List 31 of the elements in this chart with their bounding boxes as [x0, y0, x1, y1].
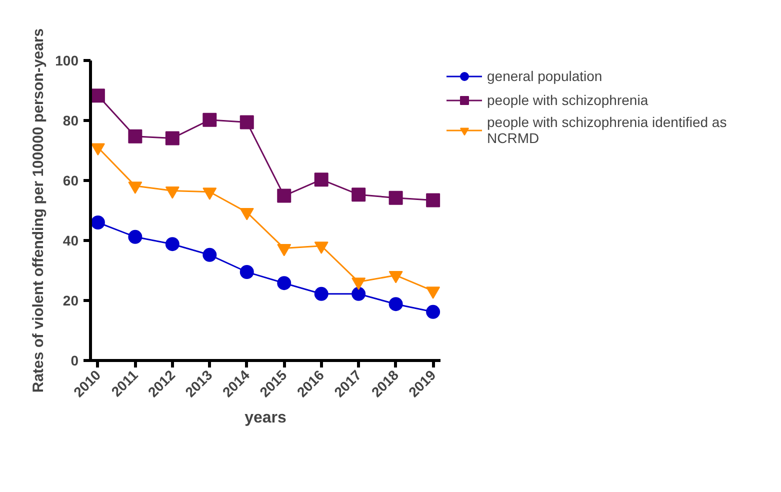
- point: [202, 248, 217, 262]
- point: [352, 188, 366, 202]
- point: [277, 276, 292, 290]
- point: [426, 193, 440, 208]
- point: [128, 230, 142, 244]
- legend-label: general population: [487, 68, 602, 84]
- y-axis-title: Rates of violent offending per 100000 person-years: [30, 28, 48, 393]
- point: [314, 172, 328, 187]
- x-axis-title: years: [244, 410, 287, 427]
- point: [128, 129, 142, 144]
- point: [90, 216, 105, 230]
- point: [352, 286, 366, 301]
- legend-label: people with schizophrenia identified as NCRMD: [487, 114, 727, 146]
- point: [165, 131, 180, 146]
- y-tick-label: 80: [62, 112, 79, 128]
- point: [240, 115, 254, 130]
- point: [388, 190, 403, 205]
- point: [426, 304, 440, 319]
- y-tick-label: 60: [62, 172, 79, 188]
- legend-label: people with schizophrenia: [487, 92, 648, 108]
- point: [314, 286, 328, 301]
- point: [165, 237, 180, 252]
- y-tick-label: 100: [55, 52, 79, 68]
- y-tick-label: 0: [70, 352, 79, 368]
- y-tick-label: 20: [62, 292, 79, 308]
- point: [388, 297, 403, 312]
- point: [277, 188, 292, 203]
- point: [240, 265, 254, 279]
- y-tick-label: 40: [62, 232, 79, 248]
- point: [90, 88, 105, 103]
- point: [202, 112, 217, 127]
